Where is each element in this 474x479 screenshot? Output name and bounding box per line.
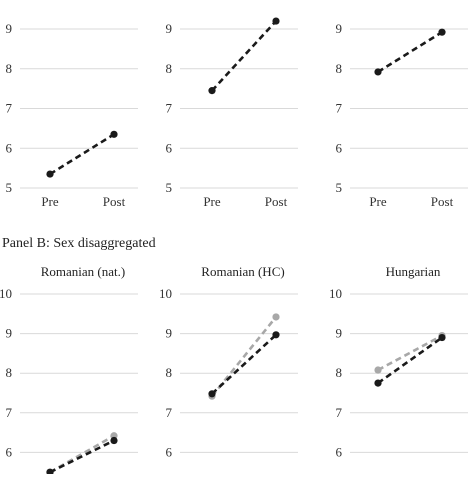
x-tick-label: Pre: [369, 194, 387, 209]
x-tick-label: Post: [265, 194, 288, 209]
data-point: [208, 87, 215, 94]
series-line: [378, 336, 442, 370]
y-tick-label: 10: [159, 286, 172, 301]
series-line: [212, 335, 276, 394]
y-tick-label: 6: [6, 444, 13, 459]
series-line: [50, 441, 114, 473]
y-tick-label: 8: [6, 61, 13, 76]
y-tick-label: 8: [336, 61, 343, 76]
data-point: [272, 331, 279, 338]
x-tick-label: Pre: [41, 194, 59, 209]
y-tick-label: 9: [336, 326, 343, 341]
y-tick-label: 5: [6, 180, 13, 195]
data-point: [208, 390, 215, 397]
y-tick-label: 7: [166, 101, 173, 116]
subplot-title: Romanian (nat.): [41, 264, 125, 279]
panel-b-title: Panel B: Sex disaggregated: [2, 236, 156, 252]
y-tick-label: 7: [166, 405, 173, 420]
y-tick-label: 7: [336, 101, 343, 116]
series-line: [212, 21, 276, 91]
subplot-title: Hungarian: [386, 264, 441, 279]
series-line: [378, 338, 442, 384]
y-tick-label: 9: [6, 326, 13, 341]
data-point: [46, 170, 53, 177]
x-tick-label: Post: [431, 194, 454, 209]
data-point: [374, 380, 381, 387]
y-tick-label: 6: [6, 140, 13, 155]
y-tick-label: 9: [6, 21, 13, 36]
data-point: [374, 366, 381, 373]
y-tick-label: 6: [336, 140, 343, 155]
data-point: [110, 437, 117, 444]
series-line: [50, 134, 114, 174]
data-point: [438, 29, 445, 36]
y-tick-label: 6: [166, 140, 173, 155]
y-tick-label: 6: [166, 444, 173, 459]
y-tick-label: 10: [329, 286, 342, 301]
y-tick-label: 8: [336, 365, 343, 380]
subplot-title: Romanian (HC): [201, 264, 284, 279]
y-tick-label: 9: [166, 21, 173, 36]
y-tick-label: 6: [336, 444, 343, 459]
y-tick-label: 8: [166, 365, 173, 380]
x-tick-label: Pre: [203, 194, 221, 209]
y-tick-label: 7: [6, 101, 13, 116]
y-tick-label: 9: [336, 21, 343, 36]
y-tick-label: 7: [336, 405, 343, 420]
data-point: [110, 131, 117, 138]
data-point: [374, 68, 381, 75]
series-line: [378, 32, 442, 72]
x-tick-label: Post: [103, 194, 126, 209]
y-tick-label: 5: [336, 180, 343, 195]
y-tick-label: 10: [0, 286, 12, 301]
data-point: [272, 17, 279, 24]
y-tick-label: 8: [6, 365, 13, 380]
data-point: [438, 334, 445, 341]
y-tick-label: 5: [166, 180, 173, 195]
data-point: [272, 313, 279, 320]
y-tick-label: 8: [166, 61, 173, 76]
y-tick-label: 9: [166, 326, 173, 341]
y-tick-label: 7: [6, 405, 13, 420]
